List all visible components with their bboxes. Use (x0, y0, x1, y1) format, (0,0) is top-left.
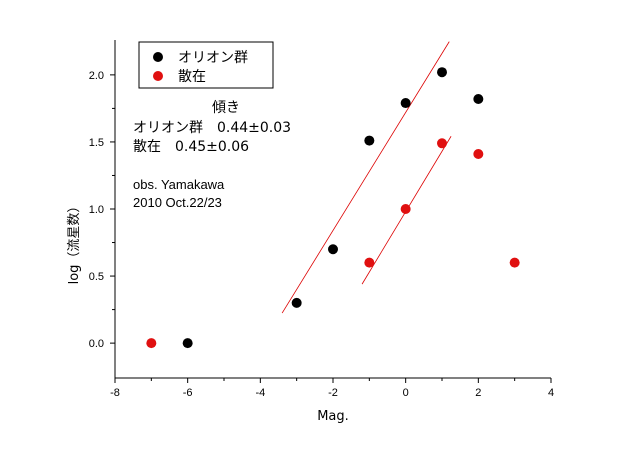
legend-box (138, 41, 274, 89)
data-point-orion (437, 67, 447, 78)
data-point-sporadic (509, 257, 520, 268)
legend-label-sporadic: 散在 (178, 69, 206, 85)
fit-lines (281, 41, 452, 314)
data-point-orion (473, 94, 484, 105)
data-point-orion (182, 338, 193, 349)
data-point-sporadic (437, 138, 447, 149)
y-tick-label: 0.5 (89, 271, 104, 283)
data-point-orion (291, 297, 302, 308)
legend: オリオン群 散在 (138, 41, 274, 89)
sporadic-slope-text: 散在 0.45±0.06 (133, 139, 249, 155)
x-tick-label: 4 (548, 387, 554, 399)
legend-label-orion: オリオン群 (178, 50, 248, 66)
data-point-orion (400, 98, 411, 109)
legend-marker-sporadic (153, 71, 163, 81)
slope-title: 傾き (212, 100, 240, 116)
x-tick-label: -6 (183, 387, 193, 399)
fit-line-orion (281, 41, 450, 314)
y-tick-label: 1.0 (89, 204, 104, 216)
x-axis-title: Mag. (317, 409, 349, 424)
x-tick-label: 0 (403, 387, 409, 399)
data-point-sporadic (364, 257, 375, 268)
observer-text: obs. Yamakawa (133, 177, 225, 192)
y-tick-label: 0.0 (89, 338, 104, 350)
date-text: 2010 Oct.22/23 (133, 195, 222, 210)
x-tick-label: -2 (328, 387, 338, 399)
y-ticks: 0.0 0.5 1.0 1.5 2.0 (89, 70, 115, 350)
orion-slope-text: オリオン群 0.44±0.03 (133, 120, 291, 136)
data-point-sporadic (146, 338, 157, 349)
annotations: 傾き オリオン群 0.44±0.03 散在 0.45±0.06 obs. Yam… (133, 100, 291, 210)
x-tick-label: -8 (110, 387, 120, 399)
y-tick-label: 1.5 (89, 137, 104, 149)
y-tick-label: 2.0 (89, 70, 104, 82)
data-points (146, 67, 520, 349)
data-point-orion (328, 244, 338, 255)
x-tick-label: 2 (475, 387, 481, 399)
data-point-orion (364, 135, 375, 146)
data-point-sporadic (473, 149, 484, 160)
x-ticks: -8 -6 -4 -2 0 2 4 (110, 378, 554, 399)
y-axis-title: log（流星数） (67, 200, 82, 285)
x-tick-label: -4 (255, 387, 265, 399)
data-point-sporadic (400, 204, 411, 214)
legend-marker-orion (153, 52, 163, 62)
